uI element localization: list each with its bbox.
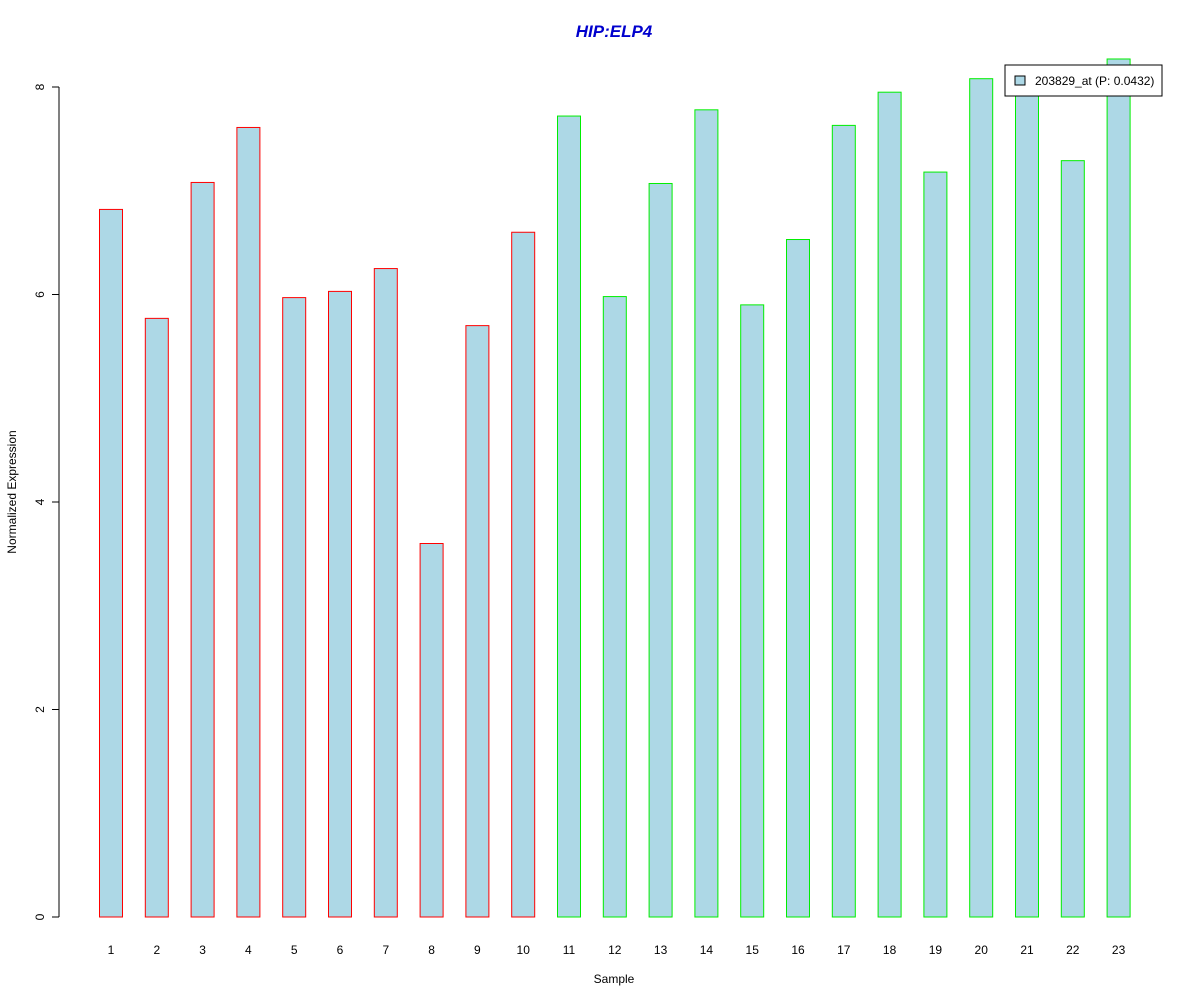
legend-swatch xyxy=(1014,75,1026,86)
x-tick-label: 16 xyxy=(791,943,805,957)
y-tick-label: 8 xyxy=(33,83,47,90)
bar-2 xyxy=(144,317,169,918)
bar-20 xyxy=(969,78,994,918)
x-tick-label: 6 xyxy=(337,943,344,957)
bars xyxy=(99,58,1131,918)
x-tick-label: 4 xyxy=(245,943,252,957)
bar-7 xyxy=(373,268,398,918)
x-tick-label: 5 xyxy=(291,943,298,957)
bar-16 xyxy=(786,239,810,918)
x-tick-label: 21 xyxy=(1020,943,1034,957)
chart-title: HIP:ELP4 xyxy=(576,22,653,41)
bar-5 xyxy=(282,297,307,918)
y-axis: 0 2 4 6 8 xyxy=(33,83,60,920)
bar-18 xyxy=(877,91,902,918)
bar-19 xyxy=(923,171,948,918)
bar-6 xyxy=(328,290,352,918)
x-tick-label: 17 xyxy=(837,943,851,957)
bar-3 xyxy=(190,181,215,918)
x-tick-label: 7 xyxy=(382,943,389,957)
x-tick-label: 19 xyxy=(929,943,943,957)
bar-21 xyxy=(1015,86,1039,918)
bar-17 xyxy=(831,124,856,918)
y-tick-label: 2 xyxy=(33,706,47,713)
bar-22 xyxy=(1060,160,1085,918)
x-tick-label: 9 xyxy=(474,943,481,957)
x-tick-label: 23 xyxy=(1112,943,1126,957)
x-tick-label: 20 xyxy=(975,943,989,957)
bar-1 xyxy=(99,208,123,918)
x-tick-label: 3 xyxy=(199,943,206,957)
x-tick-label: 8 xyxy=(428,943,435,957)
x-tick-label: 11 xyxy=(563,943,576,957)
bar-23 xyxy=(1106,58,1131,918)
bar-12 xyxy=(602,296,627,918)
bar-15 xyxy=(740,304,765,918)
y-tick-label: 6 xyxy=(33,291,47,298)
y-axis-label: Normalized Expression xyxy=(5,430,19,553)
x-tick-label: 15 xyxy=(746,943,760,957)
bar-8 xyxy=(419,543,444,918)
legend-box xyxy=(1004,64,1163,97)
x-tick-label: 14 xyxy=(700,943,714,957)
bar-10 xyxy=(511,231,536,918)
legend: 203829_at (P: 0.0432) xyxy=(1004,64,1163,97)
x-axis-tick-labels: 1 2 3 4 5 6 7 8 9 10 11 12 13 14 15 16 17 18 19 20 21 22 23 xyxy=(108,943,1126,957)
x-axis-label: Sample xyxy=(594,972,635,986)
x-tick-label: 18 xyxy=(883,943,897,957)
legend-label: 203829_at (P: 0.0432) xyxy=(1035,74,1154,88)
bar-14 xyxy=(694,109,719,918)
bar-9 xyxy=(465,325,490,918)
bar-13 xyxy=(648,182,673,918)
x-tick-label: 10 xyxy=(517,943,531,957)
x-tick-label: 1 xyxy=(108,943,115,957)
x-tick-label: 2 xyxy=(153,943,160,957)
y-tick-label: 0 xyxy=(33,913,47,920)
x-tick-label: 22 xyxy=(1066,943,1080,957)
x-tick-label: 12 xyxy=(608,943,622,957)
bar-11 xyxy=(557,115,581,918)
x-tick-label: 13 xyxy=(654,943,668,957)
bar-4 xyxy=(236,126,261,918)
y-tick-label: 4 xyxy=(33,498,47,505)
